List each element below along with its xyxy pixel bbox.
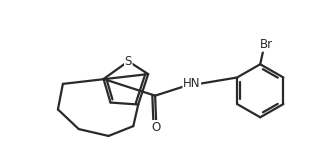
Text: S: S [125,55,132,68]
Text: Br: Br [260,38,273,51]
Text: HN: HN [183,77,201,90]
Text: O: O [152,121,161,134]
